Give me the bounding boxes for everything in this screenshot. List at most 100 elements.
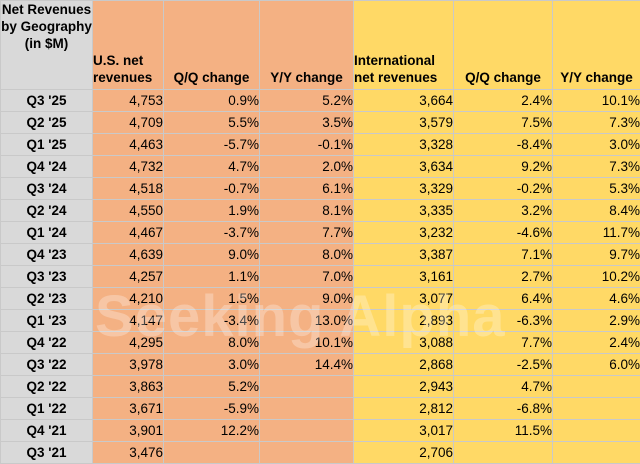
us-net-revenue: 4,147 xyxy=(93,310,164,332)
us-net-revenue: 4,257 xyxy=(93,266,164,288)
intl-qq-change: 9.2% xyxy=(454,156,553,178)
us-net-revenue: 4,709 xyxy=(93,112,164,134)
intl-net-revenue: 3,387 xyxy=(354,244,454,266)
header-us-yy: Y/Y change xyxy=(260,1,354,90)
us-qq-change: -5.9% xyxy=(164,398,260,420)
intl-yy-change: 10.2% xyxy=(553,266,640,288)
row-label: Q1 '24 xyxy=(1,222,93,244)
row-label: Q1 '23 xyxy=(1,310,93,332)
us-qq-change: 5.2% xyxy=(164,376,260,398)
intl-yy-change xyxy=(553,376,640,398)
us-qq-change: -0.7% xyxy=(164,178,260,200)
intl-net-revenue: 3,017 xyxy=(354,420,454,442)
row-label: Q4 '22 xyxy=(1,332,93,354)
intl-yy-change: 8.4% xyxy=(553,200,640,222)
us-yy-change: 14.4% xyxy=(260,354,354,376)
us-qq-change: 1.5% xyxy=(164,288,260,310)
us-qq-change: 9.0% xyxy=(164,244,260,266)
intl-yy-change: 10.1% xyxy=(553,90,640,112)
us-net-revenue: 3,671 xyxy=(93,398,164,420)
header-intl-qq: Q/Q change xyxy=(454,1,553,90)
us-qq-change: -5.7% xyxy=(164,134,260,156)
us-qq-change: 4.7% xyxy=(164,156,260,178)
us-qq-change: 0.9% xyxy=(164,90,260,112)
intl-qq-change: 6.4% xyxy=(454,288,553,310)
intl-yy-change xyxy=(553,398,640,420)
intl-net-revenue: 3,088 xyxy=(354,332,454,354)
intl-qq-change: -0.2% xyxy=(454,178,553,200)
us-yy-change xyxy=(260,420,354,442)
us-net-revenue: 3,901 xyxy=(93,420,164,442)
us-qq-change: 1.1% xyxy=(164,266,260,288)
us-qq-change: -3.4% xyxy=(164,310,260,332)
header-intl-net: International net revenues xyxy=(354,1,454,90)
intl-yy-change: 2.4% xyxy=(553,332,640,354)
intl-yy-change: 4.6% xyxy=(553,288,640,310)
intl-qq-change: -2.5% xyxy=(454,354,553,376)
us-net-revenue: 3,863 xyxy=(93,376,164,398)
us-net-revenue: 4,550 xyxy=(93,200,164,222)
intl-yy-change: 5.3% xyxy=(553,178,640,200)
us-net-revenue: 4,295 xyxy=(93,332,164,354)
intl-qq-change: 4.7% xyxy=(454,376,553,398)
us-yy-change xyxy=(260,398,354,420)
intl-net-revenue: 3,634 xyxy=(354,156,454,178)
intl-yy-change: 6.0% xyxy=(553,354,640,376)
intl-qq-change: -4.6% xyxy=(454,222,553,244)
intl-qq-change: -6.3% xyxy=(454,310,553,332)
header-label: Net Revenues by Geography (in $M) xyxy=(1,1,93,90)
row-label: Q3 '23 xyxy=(1,266,93,288)
header-us-qq: Q/Q change xyxy=(164,1,260,90)
us-yy-change: 9.0% xyxy=(260,288,354,310)
us-yy-change: 5.2% xyxy=(260,90,354,112)
us-net-revenue: 4,732 xyxy=(93,156,164,178)
us-yy-change: 3.5% xyxy=(260,112,354,134)
header-us-net: U.S. net revenues xyxy=(93,1,164,90)
intl-net-revenue: 2,868 xyxy=(354,354,454,376)
intl-net-revenue: 2,706 xyxy=(354,442,454,464)
intl-qq-change: 11.5% xyxy=(454,420,553,442)
row-label: Q2 '22 xyxy=(1,376,93,398)
intl-net-revenue: 2,812 xyxy=(354,398,454,420)
us-net-revenue: 4,518 xyxy=(93,178,164,200)
header-row: Net Revenues by Geography (in $M) U.S. n… xyxy=(1,1,640,90)
intl-yy-change xyxy=(553,442,640,464)
intl-yy-change xyxy=(553,420,640,442)
intl-qq-change xyxy=(454,442,553,464)
row-label: Q4 '24 xyxy=(1,156,93,178)
intl-yy-change: 7.3% xyxy=(553,112,640,134)
intl-yy-change: 11.7% xyxy=(553,222,640,244)
intl-yy-change: 9.7% xyxy=(553,244,640,266)
intl-net-revenue: 2,893 xyxy=(354,310,454,332)
intl-net-revenue: 3,664 xyxy=(354,90,454,112)
intl-net-revenue: 3,335 xyxy=(354,200,454,222)
us-yy-change: 7.7% xyxy=(260,222,354,244)
row-label: Q1 '22 xyxy=(1,398,93,420)
row-label: Q3 '22 xyxy=(1,354,93,376)
intl-qq-change: 2.4% xyxy=(454,90,553,112)
us-net-revenue: 4,463 xyxy=(93,134,164,156)
intl-net-revenue: 3,579 xyxy=(354,112,454,134)
intl-yy-change: 7.3% xyxy=(553,156,640,178)
row-label: Q4 '21 xyxy=(1,420,93,442)
intl-net-revenue: 2,943 xyxy=(354,376,454,398)
intl-net-revenue: 3,232 xyxy=(354,222,454,244)
us-yy-change: 2.0% xyxy=(260,156,354,178)
us-qq-change: -3.7% xyxy=(164,222,260,244)
intl-yy-change: 3.0% xyxy=(553,134,640,156)
us-yy-change: 7.0% xyxy=(260,266,354,288)
intl-qq-change: 7.7% xyxy=(454,332,553,354)
us-net-revenue: 3,978 xyxy=(93,354,164,376)
header-intl-yy: Y/Y change xyxy=(553,1,640,90)
row-label: Q4 '23 xyxy=(1,244,93,266)
us-net-revenue: 4,467 xyxy=(93,222,164,244)
